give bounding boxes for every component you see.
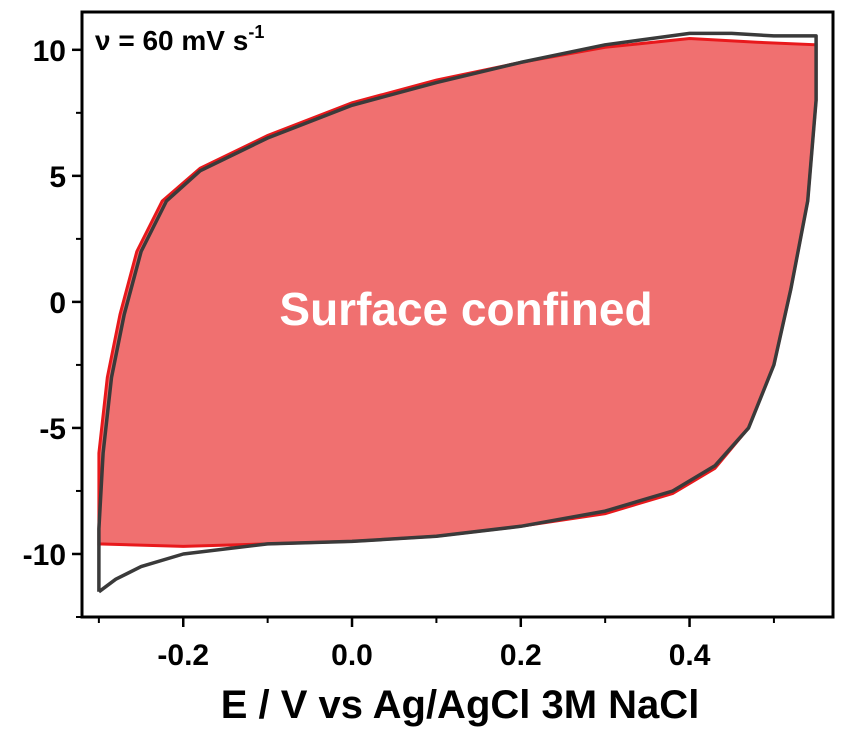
plot-frame	[80, 10, 835, 619]
x-tick-label: 0.0	[331, 639, 373, 672]
x-tick-label: -0.2	[157, 639, 209, 672]
scan-rate-label: ν = 60 mV s-1	[95, 22, 264, 56]
x-tick-label: 0.4	[669, 639, 711, 672]
plot-area	[97, 31, 818, 594]
axes: -0.2 0.0 0.2 0.4 -10 -5 0 5 10	[23, 10, 835, 672]
series-measured-line	[97, 31, 818, 594]
scan-rate-text: = 60 mV s	[111, 25, 249, 56]
surface-confined-annotation: Surface confined	[279, 283, 652, 335]
scan-rate-superscript: -1	[248, 22, 264, 42]
y-tick-label: 10	[33, 35, 66, 68]
x-axis-label: E / V vs Ag/AgCl 3M NaCl	[221, 683, 700, 727]
y-tick-label: 0	[49, 287, 66, 320]
y-tick-label: -10	[23, 539, 66, 572]
y-tick-label: -5	[39, 413, 66, 446]
scan-rate-symbol: ν	[95, 25, 111, 56]
y-tick-label: 5	[49, 161, 66, 194]
x-tick-label: 0.2	[500, 639, 542, 672]
